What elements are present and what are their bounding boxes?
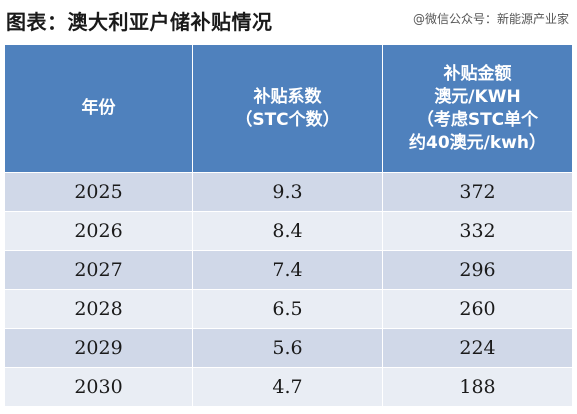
header-amount: 补贴金额 澳元/KWH （考虑STC单个 约40澳元/kwh） xyxy=(382,44,573,173)
table-row: 2029 5.6 224 xyxy=(4,328,573,368)
watermark: @微信公众号：新能源产业家 xyxy=(412,12,569,26)
subsidy-table: 年份 补贴系数 （STC个数） 补贴金额 澳元/KWH （考虑STC单个 约40… xyxy=(4,44,573,407)
table-row: 2025 9.3 372 xyxy=(4,172,573,212)
cell-coefficient: 4.7 xyxy=(192,367,383,407)
cell-amount: 372 xyxy=(382,172,573,212)
cell-amount: 224 xyxy=(382,328,573,368)
header-amount-line: 澳元/KWH xyxy=(434,86,521,107)
header-amount-line: 约40澳元/kwh） xyxy=(409,132,546,153)
header-coefficient-line: （STC个数） xyxy=(235,109,340,130)
header-coefficient-line: 补贴系数 xyxy=(253,86,322,107)
cell-coefficient: 5.6 xyxy=(192,328,383,368)
cell-coefficient: 6.5 xyxy=(192,289,383,329)
table-header-row: 年份 补贴系数 （STC个数） 补贴金额 澳元/KWH （考虑STC单个 约40… xyxy=(4,44,573,173)
title-bar: 图表：澳大利亚户储补贴情况 @微信公众号：新能源产业家 xyxy=(0,0,577,44)
cell-year: 2028 xyxy=(4,289,193,329)
cell-year: 2025 xyxy=(4,172,193,212)
table-row: 2027 7.4 296 xyxy=(4,250,573,290)
cell-year: 2027 xyxy=(4,250,193,290)
cell-amount: 332 xyxy=(382,211,573,251)
cell-year: 2029 xyxy=(4,328,193,368)
cell-coefficient: 9.3 xyxy=(192,172,383,212)
page-title: 图表：澳大利亚户储补贴情况 xyxy=(6,10,273,34)
cell-amount: 296 xyxy=(382,250,573,290)
cell-coefficient: 7.4 xyxy=(192,250,383,290)
table-row: 2030 4.7 188 xyxy=(4,367,573,407)
header-year-line: 年份 xyxy=(81,98,116,118)
cell-amount: 188 xyxy=(382,367,573,407)
cell-year: 2030 xyxy=(4,367,193,407)
header-coefficient: 补贴系数 （STC个数） xyxy=(192,44,383,173)
table-row: 2026 8.4 332 xyxy=(4,211,573,251)
cell-amount: 260 xyxy=(382,289,573,329)
header-amount-line: （考虑STC单个 xyxy=(416,109,539,130)
table-row: 2028 6.5 260 xyxy=(4,289,573,329)
header-amount-line: 补贴金额 xyxy=(443,63,512,84)
cell-coefficient: 8.4 xyxy=(192,211,383,251)
header-year: 年份 xyxy=(4,44,193,173)
cell-year: 2026 xyxy=(4,211,193,251)
